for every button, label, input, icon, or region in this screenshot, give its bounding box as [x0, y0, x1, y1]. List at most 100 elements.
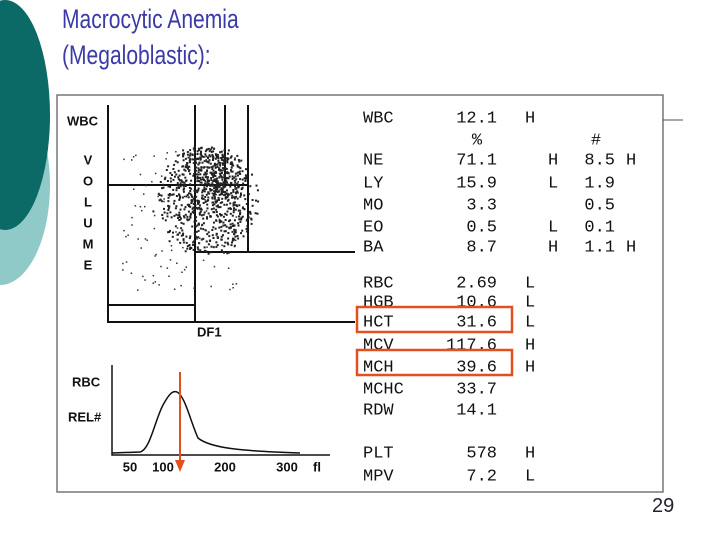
dot — [214, 200, 217, 203]
dot — [178, 219, 181, 221]
dot — [200, 150, 202, 153]
dot — [139, 173, 142, 176]
dot — [218, 176, 221, 179]
dot — [242, 235, 245, 238]
dot — [182, 190, 185, 193]
dot — [166, 215, 169, 218]
dot — [187, 167, 189, 170]
dot — [169, 193, 171, 195]
test-name: NE — [363, 151, 383, 170]
dot — [239, 220, 242, 223]
dot — [195, 161, 197, 164]
dot — [198, 212, 201, 215]
dot — [191, 225, 194, 228]
dot — [221, 178, 224, 181]
dot — [202, 178, 205, 181]
dot — [193, 173, 196, 175]
dot — [183, 152, 185, 155]
dot — [175, 173, 178, 176]
dot — [249, 211, 252, 214]
dot — [195, 157, 198, 160]
dot — [197, 187, 200, 190]
dot — [214, 189, 217, 192]
dot — [226, 181, 228, 184]
dot — [213, 178, 216, 181]
dot — [199, 249, 202, 252]
dot — [197, 147, 200, 150]
title-line: Macrocytic Anemia — [62, 5, 239, 35]
dot — [206, 181, 209, 184]
dot — [225, 179, 228, 182]
dot — [162, 183, 164, 186]
dot — [131, 224, 133, 226]
test-name: MPV — [363, 467, 394, 486]
dot — [184, 206, 187, 209]
dot — [236, 191, 239, 194]
dot — [167, 185, 170, 188]
dot — [130, 272, 133, 274]
dot — [197, 158, 199, 160]
dot — [238, 166, 241, 169]
dot — [154, 255, 156, 257]
dot — [199, 207, 202, 210]
dot — [179, 219, 182, 221]
dot — [232, 211, 235, 214]
dot — [175, 213, 178, 216]
dot — [255, 184, 258, 187]
dot — [224, 197, 227, 200]
dot — [232, 190, 235, 193]
dot — [205, 172, 208, 175]
dot — [206, 216, 208, 219]
dot — [194, 207, 196, 210]
dot — [193, 202, 196, 205]
dot — [216, 244, 219, 247]
dot — [232, 287, 234, 289]
dot — [157, 195, 159, 198]
dot — [210, 245, 213, 248]
dot — [221, 153, 224, 156]
dot — [168, 205, 171, 208]
dot — [194, 160, 197, 163]
dot — [176, 262, 178, 264]
dot — [197, 163, 200, 166]
dot — [181, 271, 183, 273]
dot — [235, 183, 238, 186]
dot — [212, 179, 215, 182]
dot — [186, 166, 189, 169]
dot — [212, 176, 215, 178]
dot — [172, 188, 175, 191]
dot — [169, 180, 172, 183]
dot — [230, 170, 233, 173]
dot — [225, 167, 228, 170]
dot — [214, 162, 216, 165]
dot — [158, 199, 161, 202]
dot — [218, 167, 221, 170]
dot — [178, 174, 181, 177]
dot — [215, 181, 218, 184]
dot — [132, 156, 135, 158]
dot — [177, 186, 180, 189]
dot — [217, 157, 220, 160]
scatter-frame — [107, 105, 355, 323]
scatter-dots — [122, 145, 260, 291]
dot — [232, 209, 235, 212]
dot — [195, 230, 198, 233]
dot — [192, 174, 195, 177]
dot — [192, 198, 195, 200]
dot — [241, 178, 244, 181]
dot — [210, 251, 212, 254]
dot — [226, 252, 229, 255]
dot — [237, 209, 240, 212]
dot — [188, 159, 191, 162]
dot — [212, 169, 215, 172]
dot — [196, 191, 199, 194]
dot — [208, 160, 210, 162]
dot — [215, 211, 218, 213]
dot — [154, 281, 156, 283]
histogram-x-unit: fl — [313, 459, 321, 474]
dot — [184, 157, 187, 160]
dot — [180, 234, 183, 237]
dot — [167, 204, 170, 207]
dot — [225, 192, 228, 195]
dot — [180, 221, 183, 224]
